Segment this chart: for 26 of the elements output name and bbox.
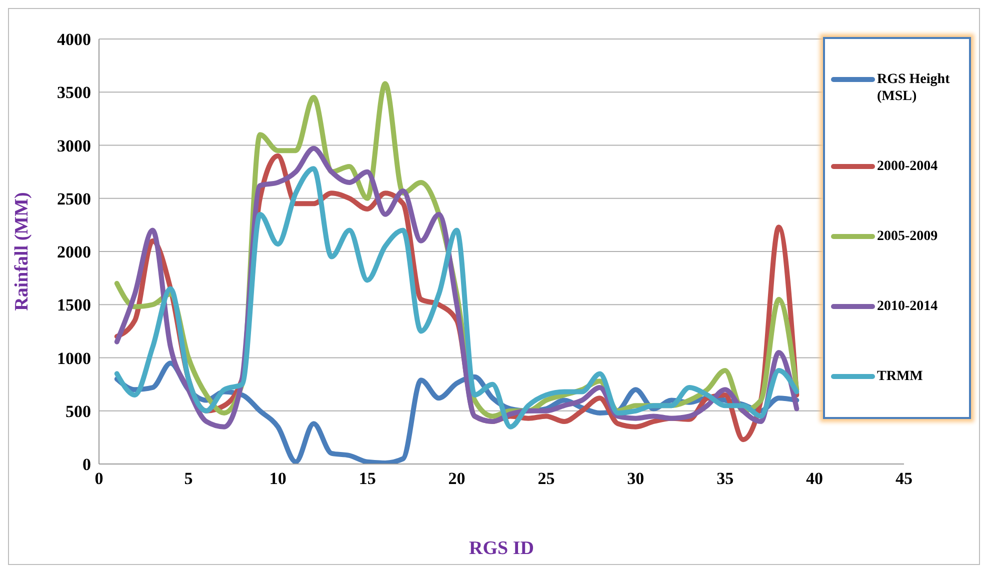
y-tick-label: 3500: [57, 83, 91, 102]
x-tick-label: 15: [358, 469, 376, 488]
x-tick-label: 5: [184, 469, 193, 488]
legend-label: TRMM: [877, 368, 923, 385]
x-tick-label: 20: [448, 469, 466, 488]
y-tick-label: 3000: [57, 136, 91, 156]
x-axis-title: RGS ID: [469, 538, 534, 559]
legend-label: 2010-2014: [877, 298, 938, 315]
y-tick-label: 2500: [57, 189, 91, 208]
y-tick-label: 0: [82, 455, 91, 474]
x-tick-label: 35: [716, 469, 734, 488]
x-tick-label: 0: [94, 469, 104, 488]
legend-label: 2005-2009: [877, 228, 938, 245]
y-tick-label: 500: [66, 402, 91, 421]
legend-label: RGS Height (MSL): [877, 71, 951, 106]
x-tick-label: 40: [806, 469, 824, 488]
legend-label: 2000-2004: [877, 158, 938, 176]
y-tick-label: 2000: [57, 242, 91, 262]
x-tick-label: 25: [538, 469, 555, 488]
y-tick-label: 1500: [57, 296, 91, 315]
y-axis-title: Rainfall (MM): [12, 192, 33, 311]
x-tick-label: 10: [269, 469, 286, 488]
x-tick-label: 45: [896, 469, 912, 488]
y-tick-label: 4000: [57, 30, 91, 50]
y-tick-label: 1000: [57, 348, 91, 368]
x-tick-label: 30: [627, 469, 644, 488]
